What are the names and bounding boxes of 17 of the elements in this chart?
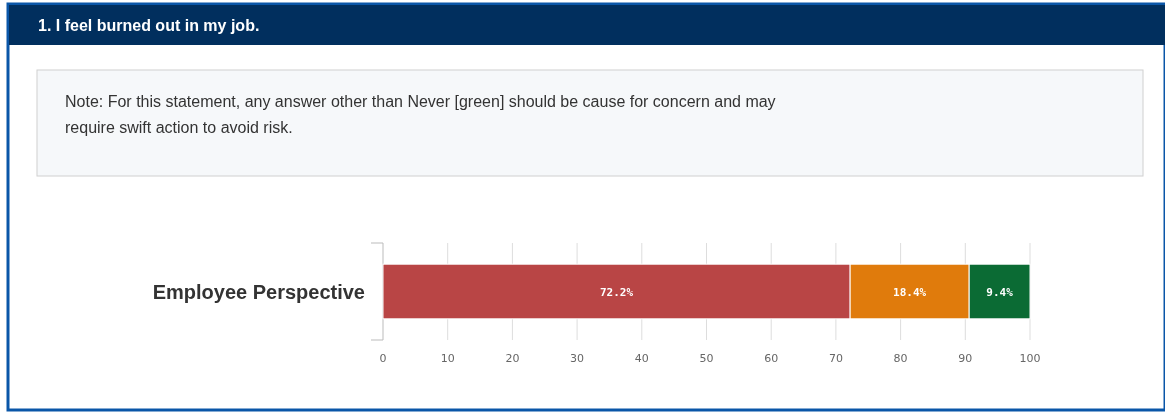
text: 1. I feel burned out in my job. <box>38 17 260 34</box>
x-tick-label: 80 <box>893 352 908 365</box>
x-tick-label: 10 <box>440 352 455 365</box>
y-tick-label: Employee Perspective <box>152 280 365 303</box>
x-tick-label: 50 <box>699 352 714 365</box>
x-tick-label: 70 <box>828 352 843 365</box>
data-label: 72.2% <box>600 285 634 299</box>
data-label: 9.4% <box>986 285 1014 299</box>
x-tick-label: 0 <box>379 352 387 365</box>
x-tick-label: 40 <box>634 352 649 365</box>
x-tick-label: 60 <box>764 352 779 365</box>
x-tick-label: 20 <box>505 352 520 365</box>
x-tick-label: 100 <box>1019 352 1041 365</box>
text: Note: For this statement, any answer other than Never [green] should be cause for concern and may require swift action to avoid risk. <box>65 93 776 136</box>
x-tick-label: 30 <box>570 352 585 365</box>
x-tick-label: 90 <box>958 352 973 365</box>
data-label: 18.4% <box>893 285 927 299</box>
